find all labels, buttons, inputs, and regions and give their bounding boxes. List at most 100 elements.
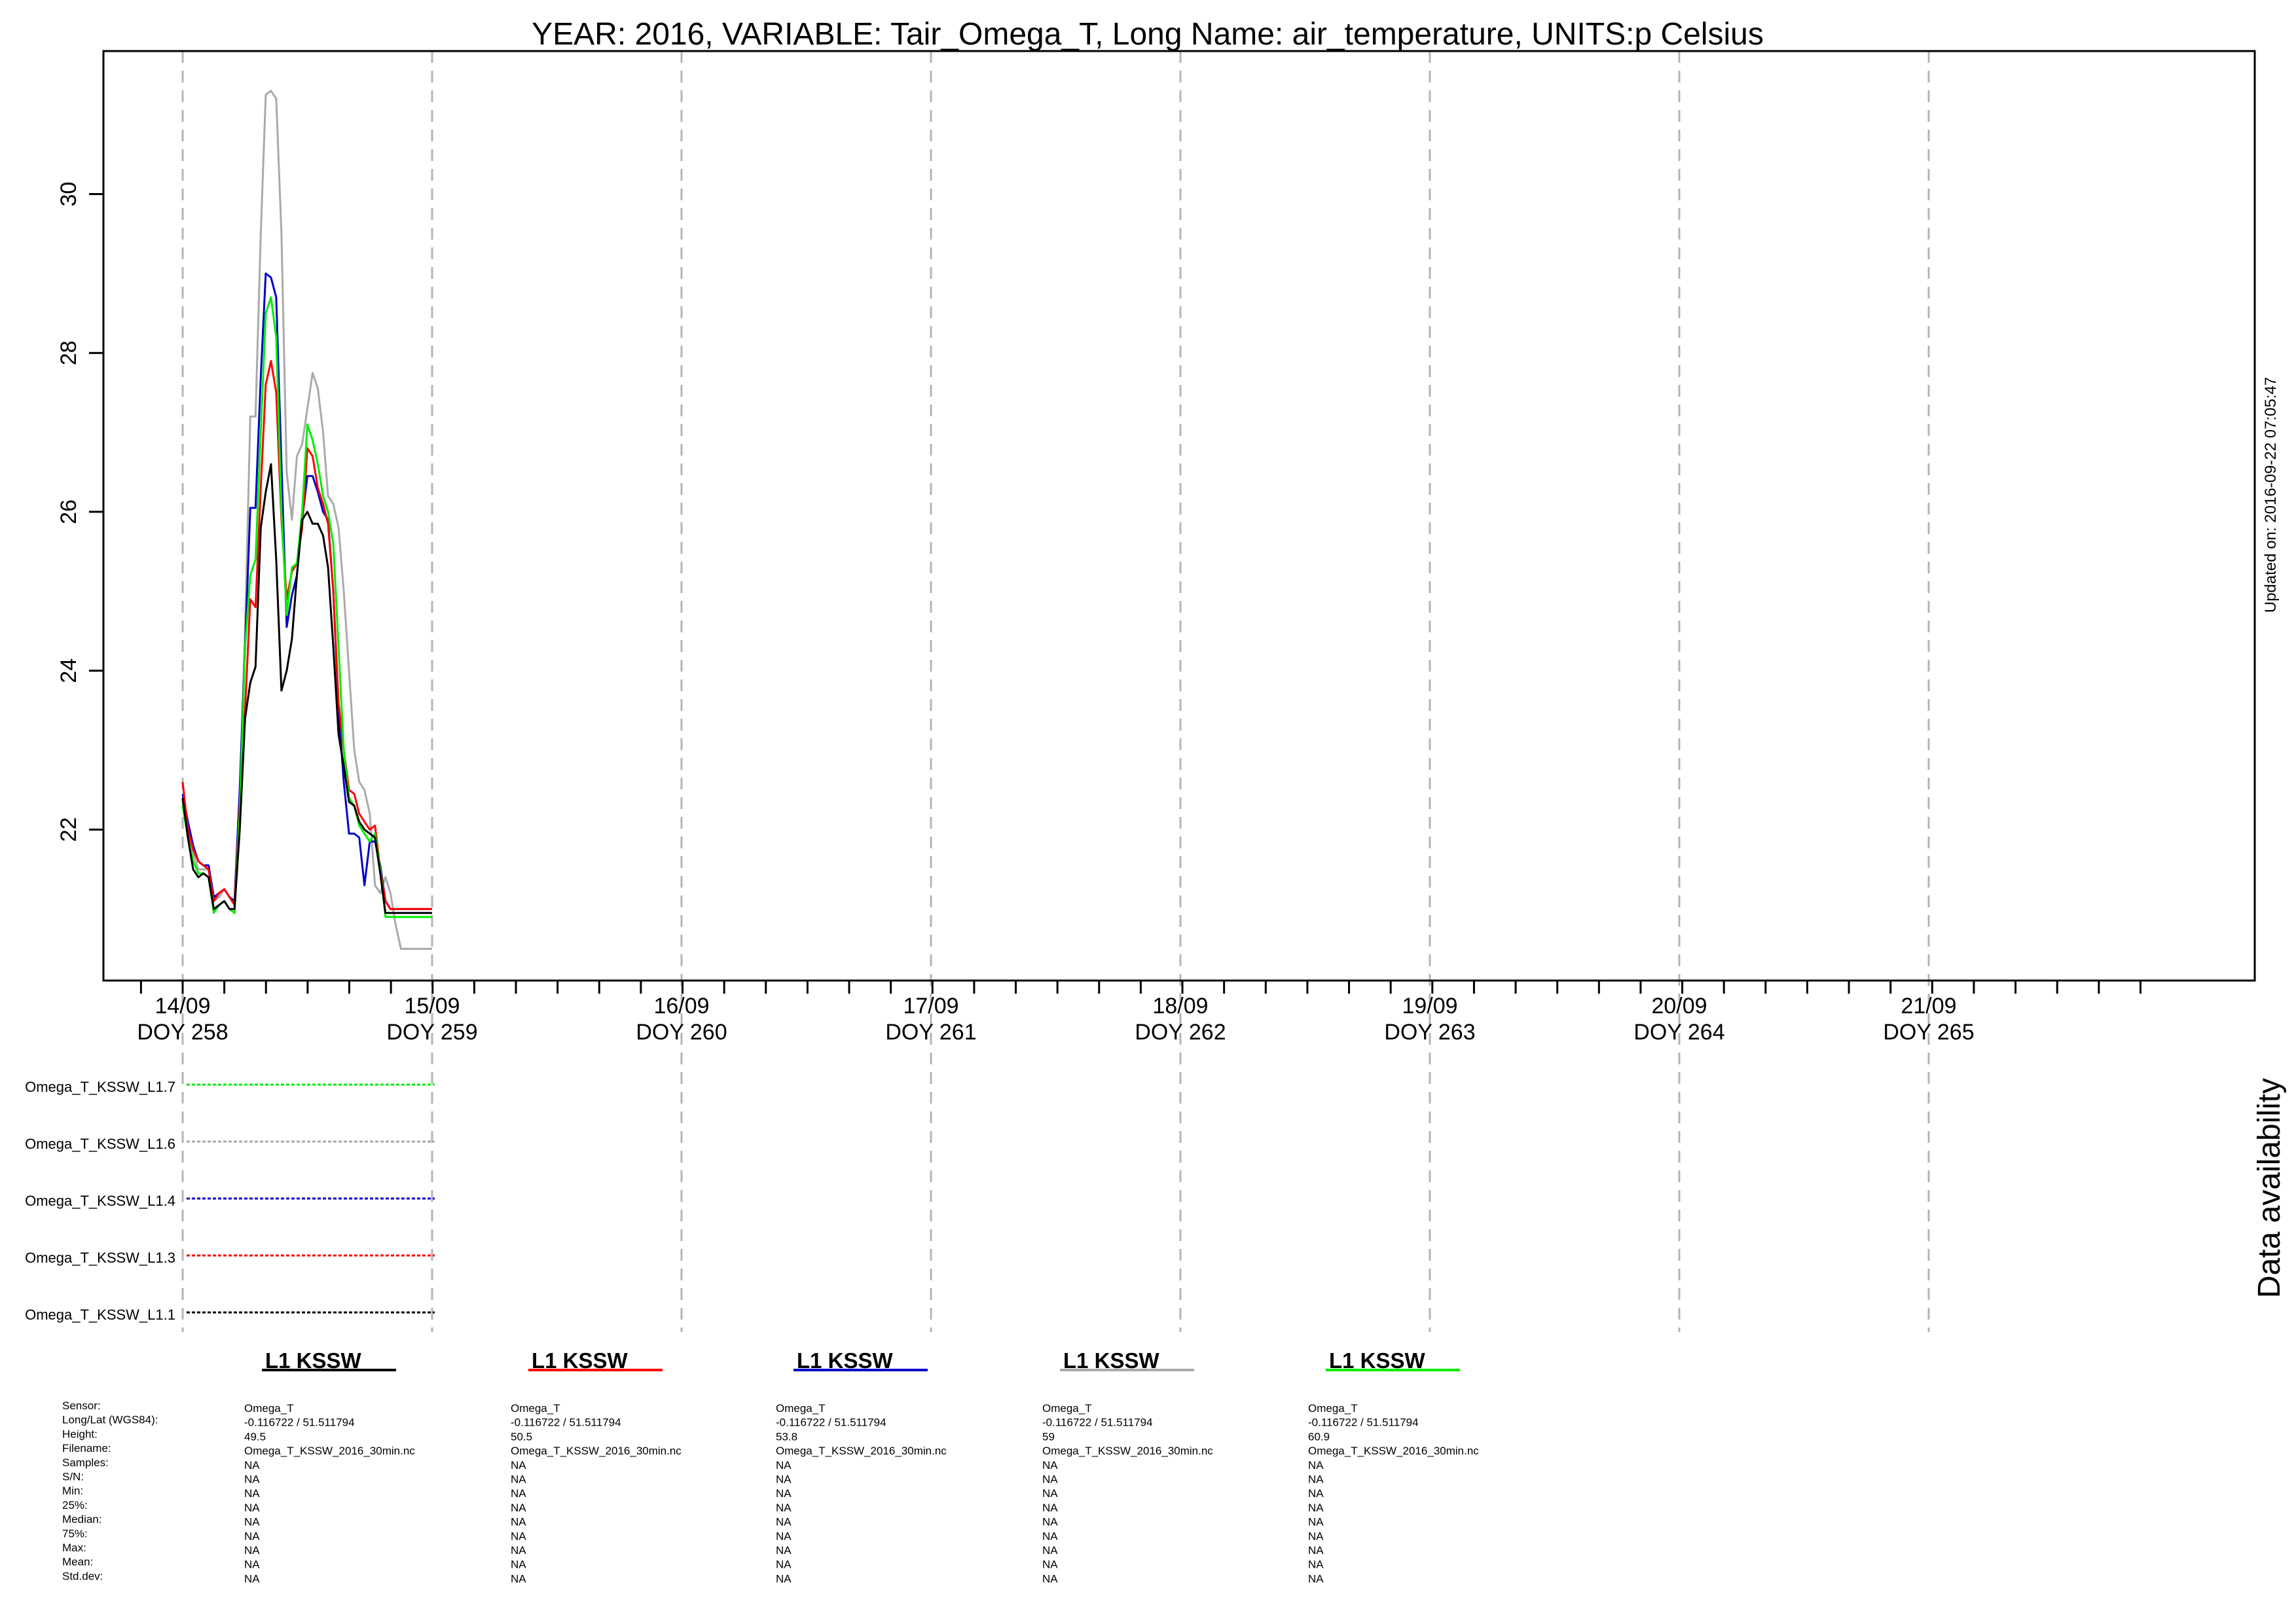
x-tick-label-date: 19/09 xyxy=(1402,994,1457,1019)
station-value: NA xyxy=(776,1572,792,1585)
x-tick-label-date: 20/09 xyxy=(1651,994,1707,1019)
station-value: Omega_T_KSSW_2016_30min.nc xyxy=(1308,1445,1479,1457)
station-value: Omega_T_KSSW_2016_30min.nc xyxy=(511,1445,682,1457)
station-value: NA xyxy=(244,1459,260,1471)
station-info-table: Sensor: Long/Lat (WGS84): Height: Filename:… xyxy=(62,1348,1479,1585)
x-tick-label-date: 18/09 xyxy=(1152,994,1208,1019)
station-value: NA xyxy=(1042,1559,1058,1571)
station-value: Omega_T xyxy=(511,1402,560,1415)
station-value: NA xyxy=(511,1473,526,1486)
station-value: NA xyxy=(1042,1502,1058,1514)
station-value: Omega_T xyxy=(776,1402,826,1415)
stats-row-label: Long/Lat (WGS84): xyxy=(62,1414,158,1426)
availability-label: Omega_T_KSSW_L1.1 xyxy=(25,1307,175,1323)
series-line-L1-4 xyxy=(181,272,432,911)
station-value: NA xyxy=(511,1559,526,1571)
station-value: NA xyxy=(244,1516,260,1528)
station-value: NA xyxy=(1042,1516,1058,1528)
station-value: -0.116722 / 51.511794 xyxy=(1308,1416,1419,1429)
stats-row-label: 25%: xyxy=(62,1499,88,1511)
station-value: -0.116722 / 51.511794 xyxy=(776,1416,886,1429)
station-value: NA xyxy=(244,1559,260,1571)
x-tick-label-date: 17/09 xyxy=(903,994,958,1019)
station-value: NA xyxy=(244,1572,260,1585)
chart-title: YEAR: 2016, VARIABLE: Tair_Omega_T, Long… xyxy=(532,17,1764,52)
station-value: Omega_T xyxy=(1308,1402,1358,1415)
station-value: NA xyxy=(1308,1559,1324,1571)
station-value: NA xyxy=(1308,1459,1324,1471)
station-value: NA xyxy=(1042,1459,1058,1471)
station-value: NA xyxy=(1042,1487,1058,1500)
availability-label: Omega_T_KSSW_L1.4 xyxy=(25,1193,175,1209)
station-title: L1 KSSW xyxy=(1063,1348,1160,1373)
stats-row-label: Mean: xyxy=(62,1556,93,1568)
x-tick-label-doy: DOY 263 xyxy=(1384,1020,1475,1045)
station-value: Omega_T xyxy=(244,1402,294,1415)
y-tick-label: 26 xyxy=(56,499,81,524)
y-tick-label: 22 xyxy=(56,817,81,842)
stats-row-label: Sensor: xyxy=(62,1399,101,1412)
x-tick-label-date: 16/09 xyxy=(653,994,709,1019)
station-value: NA xyxy=(1042,1530,1058,1542)
x-tick-label-doy: DOY 265 xyxy=(1883,1020,1974,1045)
x-tick-label-doy: DOY 258 xyxy=(137,1020,228,1045)
station-value: NA xyxy=(511,1530,526,1542)
station-value: NA xyxy=(776,1487,792,1500)
updated-on-label: Updated on: 2016-09-22 07:05:47 xyxy=(2262,377,2280,613)
station-value: 59 xyxy=(1042,1430,1055,1443)
y-tick-label: 28 xyxy=(56,340,81,365)
station-value: NA xyxy=(776,1544,792,1557)
station-value: NA xyxy=(776,1473,792,1486)
station-value: NA xyxy=(776,1530,792,1542)
series-line-L1-6 xyxy=(181,90,432,950)
stats-row-label: S/N: xyxy=(62,1471,84,1483)
station-value: NA xyxy=(776,1559,792,1571)
station-value: NA xyxy=(244,1502,260,1514)
station-value: NA xyxy=(1042,1544,1058,1557)
stats-row-label: 75%: xyxy=(62,1527,88,1540)
series-line-L1-1 xyxy=(181,463,432,914)
station-value: NA xyxy=(511,1544,526,1557)
station-value: 60.9 xyxy=(1308,1430,1330,1443)
station-value: NA xyxy=(1308,1502,1324,1514)
station-value: -0.116722 / 51.511794 xyxy=(511,1416,621,1429)
availability-title: Data availability xyxy=(2252,1078,2287,1298)
station-value: -0.116722 / 51.511794 xyxy=(1042,1416,1153,1429)
plot-frame xyxy=(102,50,2256,982)
station-value: NA xyxy=(1308,1473,1324,1486)
station-value: NA xyxy=(244,1544,260,1557)
stats-row-label: Std.dev: xyxy=(62,1570,103,1582)
stats-row-label: Height: xyxy=(62,1428,98,1440)
station-value: NA xyxy=(511,1502,526,1514)
station-value: NA xyxy=(244,1473,260,1486)
station-value: NA xyxy=(1042,1572,1058,1585)
availability-label: Omega_T_KSSW_L1.6 xyxy=(25,1136,175,1152)
availability-label: Omega_T_KSSW_L1.3 xyxy=(25,1250,175,1266)
grid-lines xyxy=(181,51,1930,1332)
station-value: NA xyxy=(776,1516,792,1528)
station-value: 50.5 xyxy=(511,1430,532,1443)
plot-area xyxy=(181,90,432,950)
x-tick-label-date: 15/09 xyxy=(404,994,460,1019)
station-value: NA xyxy=(1308,1487,1324,1500)
stats-row-label: Samples: xyxy=(62,1456,109,1469)
station-value: NA xyxy=(244,1487,260,1500)
x-tick-label-date: 21/09 xyxy=(1901,994,1956,1019)
station-value: NA xyxy=(511,1516,526,1528)
station-value: NA xyxy=(1308,1516,1324,1528)
station-title: L1 KSSW xyxy=(532,1348,629,1373)
station-value: Omega_T_KSSW_2016_30min.nc xyxy=(776,1445,947,1457)
station-title: L1 KSSW xyxy=(797,1348,894,1373)
stats-row-label: Filename: xyxy=(62,1442,111,1454)
x-tick-label-doy: DOY 259 xyxy=(386,1020,477,1045)
x-tick-label-doy: DOY 260 xyxy=(636,1020,727,1045)
station-value: NA xyxy=(1042,1473,1058,1486)
station-value: NA xyxy=(1308,1530,1324,1542)
availability-label: Omega_T_KSSW_L1.7 xyxy=(25,1079,175,1095)
station-value: NA xyxy=(511,1487,526,1500)
stats-row-label: Median: xyxy=(62,1513,101,1526)
station-value: 53.8 xyxy=(776,1430,797,1443)
series-line-L1-3 xyxy=(181,359,432,911)
